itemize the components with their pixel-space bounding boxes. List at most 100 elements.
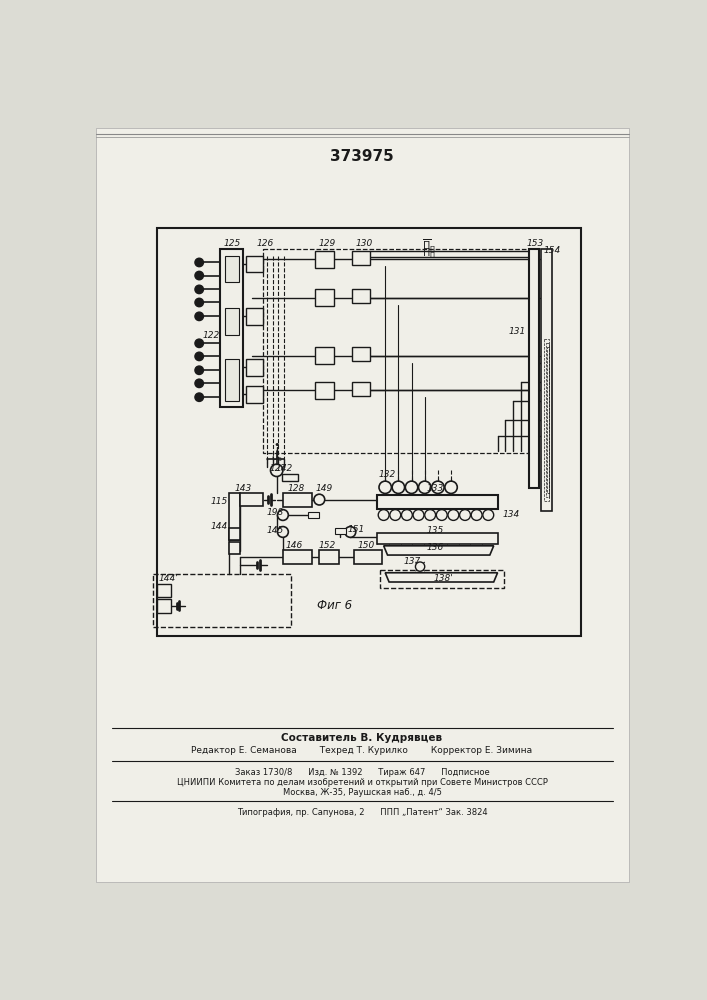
Circle shape xyxy=(405,481,418,493)
Text: Заказ 1730/8      Изд. № 1392      Тираж 647      Подписное: Заказ 1730/8 Изд. № 1392 Тираж 647 Подпи… xyxy=(235,768,489,777)
Bar xyxy=(352,382,370,396)
Circle shape xyxy=(195,271,204,280)
Circle shape xyxy=(314,494,325,505)
Circle shape xyxy=(392,481,404,493)
Bar xyxy=(246,386,263,403)
Circle shape xyxy=(413,510,424,520)
Circle shape xyxy=(460,510,470,520)
Text: 115: 115 xyxy=(211,497,228,506)
Circle shape xyxy=(195,366,204,374)
Bar xyxy=(315,251,334,268)
Text: 134: 134 xyxy=(503,510,520,519)
Text: 126: 126 xyxy=(257,239,274,248)
Circle shape xyxy=(445,481,457,493)
Bar xyxy=(541,249,552,511)
Text: Фиг 6: Фиг 6 xyxy=(317,599,352,612)
Text: 130: 130 xyxy=(356,239,373,248)
Circle shape xyxy=(345,527,356,537)
Bar xyxy=(315,382,334,399)
Circle shape xyxy=(416,562,425,571)
Bar xyxy=(352,251,370,265)
Bar xyxy=(380,570,504,588)
Bar xyxy=(225,359,239,401)
Text: 122: 122 xyxy=(203,331,220,340)
Circle shape xyxy=(277,510,288,520)
Text: 125: 125 xyxy=(223,239,240,248)
Bar xyxy=(352,289,370,303)
Text: 133: 133 xyxy=(427,484,444,493)
Bar xyxy=(246,308,263,325)
Bar xyxy=(153,574,291,627)
Bar xyxy=(283,550,312,564)
Circle shape xyxy=(195,312,204,321)
Text: 198: 198 xyxy=(267,508,284,517)
Circle shape xyxy=(195,298,204,307)
Text: 146: 146 xyxy=(285,541,303,550)
Bar xyxy=(246,359,263,376)
Text: 137: 137 xyxy=(404,557,421,566)
Polygon shape xyxy=(385,573,498,582)
Circle shape xyxy=(195,339,204,348)
Text: 150: 150 xyxy=(357,541,375,550)
Circle shape xyxy=(448,510,459,520)
Text: Составитель В. Кудрявцев: Составитель В. Кудрявцев xyxy=(281,733,443,743)
Circle shape xyxy=(425,510,436,520)
Bar xyxy=(228,542,240,554)
Circle shape xyxy=(483,510,493,520)
Circle shape xyxy=(472,510,482,520)
Text: 132: 132 xyxy=(379,470,396,479)
Bar xyxy=(156,228,580,636)
Circle shape xyxy=(195,379,204,388)
Text: 153: 153 xyxy=(526,239,544,248)
Text: 135: 135 xyxy=(427,526,444,535)
Text: $\Pi_\Pi$: $\Pi_\Pi$ xyxy=(423,246,436,260)
Bar xyxy=(263,249,530,453)
Circle shape xyxy=(432,481,444,493)
Bar xyxy=(246,256,263,272)
Circle shape xyxy=(271,464,283,477)
Circle shape xyxy=(195,258,204,267)
Bar xyxy=(378,533,498,544)
Text: 136: 136 xyxy=(427,543,444,552)
Text: 129: 129 xyxy=(318,239,336,248)
Bar xyxy=(352,347,370,361)
Text: 128: 128 xyxy=(288,484,305,493)
Bar xyxy=(283,493,312,507)
Circle shape xyxy=(277,527,288,537)
Bar xyxy=(240,493,263,506)
Text: 149: 149 xyxy=(315,484,332,493)
Circle shape xyxy=(390,510,401,520)
Text: 152: 152 xyxy=(318,541,336,550)
Circle shape xyxy=(419,481,431,493)
Circle shape xyxy=(195,393,204,401)
Text: 131: 131 xyxy=(509,327,526,336)
Text: $U_5$: $U_5$ xyxy=(271,451,283,464)
Bar xyxy=(308,512,319,518)
Circle shape xyxy=(379,481,392,493)
Bar xyxy=(546,343,549,497)
Circle shape xyxy=(378,510,389,520)
Circle shape xyxy=(195,352,204,361)
Text: $\overline{\Pi}_\Pi$: $\overline{\Pi}_\Pi$ xyxy=(423,237,436,254)
Bar xyxy=(282,474,298,481)
Bar xyxy=(228,528,240,540)
Text: Типография, пр. Сапунова, 2      ППП „Патент“ Зак. 3824: Типография, пр. Сапунова, 2 ППП „Патент“… xyxy=(237,808,487,817)
Text: 154: 154 xyxy=(543,246,561,255)
Text: Редактор Е. Семанова        Техред Т. Курилко        Корректор Е. Зимина: Редактор Е. Семанова Техред Т. Курилко К… xyxy=(192,746,532,755)
Text: 127: 127 xyxy=(269,464,287,473)
Bar xyxy=(547,347,549,493)
Circle shape xyxy=(195,285,204,294)
Bar xyxy=(529,249,539,488)
Bar xyxy=(225,308,239,335)
Bar xyxy=(320,550,339,564)
Bar xyxy=(220,249,243,407)
Text: 144': 144' xyxy=(158,574,178,583)
Bar xyxy=(315,347,334,364)
Bar xyxy=(544,339,549,501)
Text: •: • xyxy=(274,440,280,450)
Text: 144: 144 xyxy=(211,522,228,531)
Bar xyxy=(156,584,170,597)
Bar xyxy=(315,289,334,306)
Text: 373975: 373975 xyxy=(330,149,394,164)
Bar xyxy=(378,495,498,509)
